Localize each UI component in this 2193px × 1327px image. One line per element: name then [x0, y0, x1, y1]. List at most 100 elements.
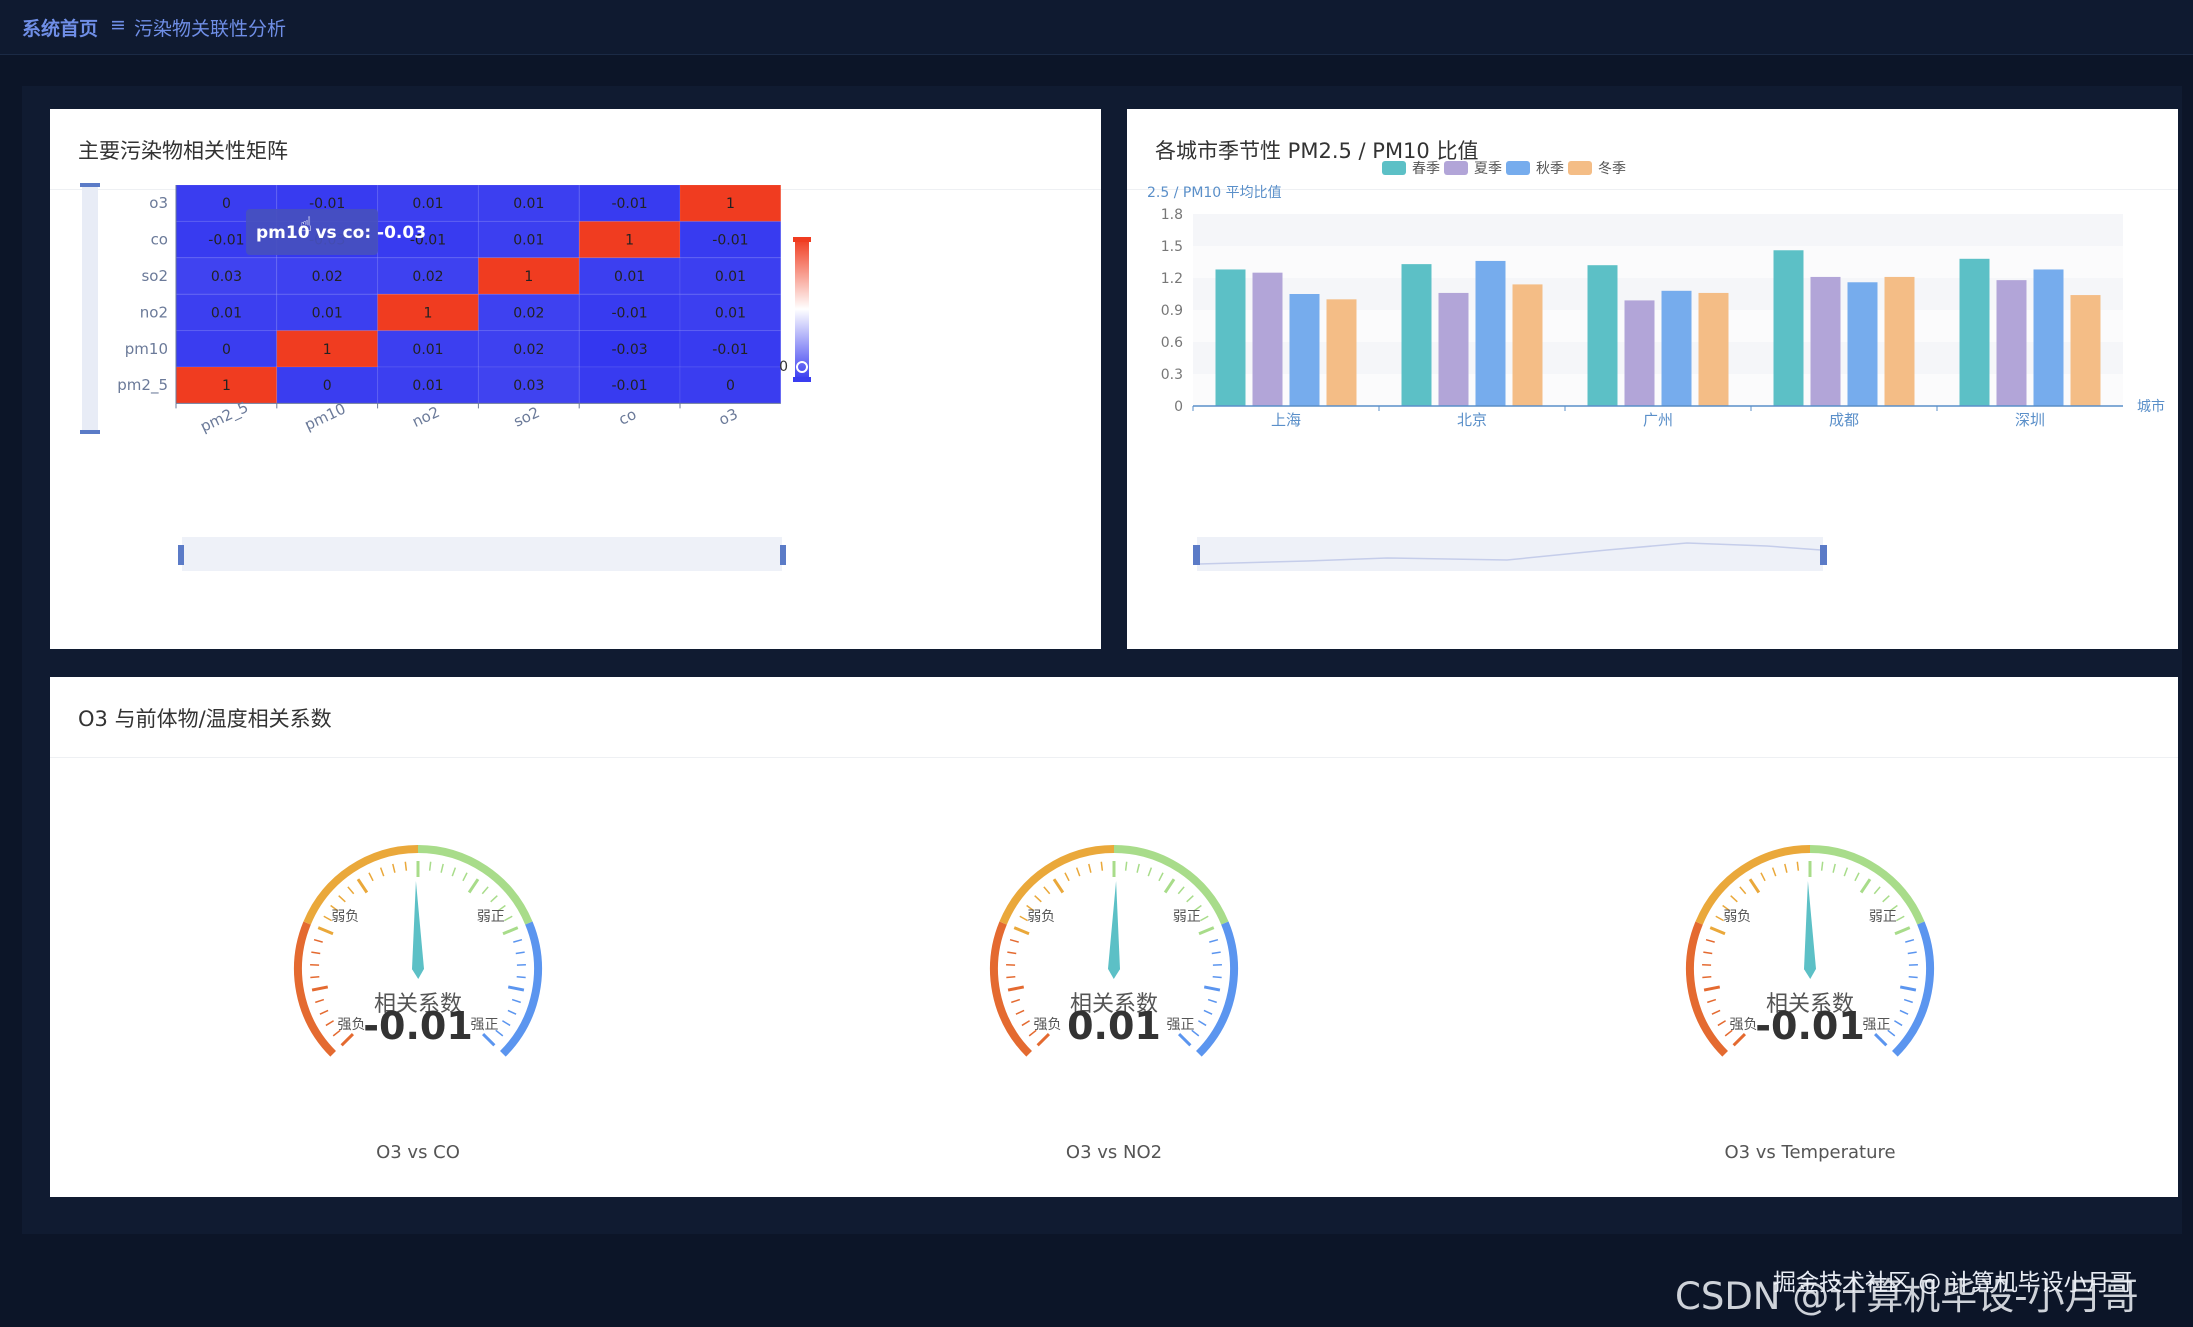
bar[interactable] [1661, 290, 1692, 406]
heatmap-x-label: co [616, 405, 639, 429]
bar[interactable] [1959, 258, 1990, 406]
bar[interactable] [1512, 284, 1543, 406]
bar-zoom-handle-left[interactable] [1193, 545, 1200, 565]
heatmap-cell[interactable] [679, 293, 782, 332]
heatmap-cell[interactable] [679, 257, 782, 295]
gauge-tick [1859, 878, 1872, 894]
bar[interactable] [1698, 292, 1729, 406]
bar-zoom-handle-right[interactable] [1820, 545, 1827, 565]
gauge-tick [495, 1029, 504, 1037]
heatmap-cell[interactable] [578, 366, 681, 404]
gauge-tick [1709, 926, 1726, 936]
gauge-zone-arc [1686, 921, 1728, 1057]
gauge-tick [515, 951, 525, 955]
heatmap-cell[interactable] [377, 330, 479, 368]
gauge-tick [513, 938, 523, 943]
bar[interactable] [1810, 276, 1841, 406]
bar[interactable] [1289, 294, 1320, 406]
legend-label[interactable]: 夏季 [1474, 161, 1502, 177]
bar[interactable] [1215, 269, 1246, 406]
bar[interactable] [1587, 265, 1618, 406]
bar-zoom-slider[interactable] [1197, 537, 1823, 571]
heatmap-cell[interactable] [276, 293, 379, 332]
gauge-tick [1198, 1020, 1207, 1027]
heatmap-cell[interactable] [377, 257, 479, 295]
heatmap-x-zoom-slider[interactable] [182, 537, 782, 571]
heatmap-cell-label: -0.01 [410, 233, 446, 249]
bar[interactable] [1326, 299, 1357, 406]
bar[interactable] [1773, 250, 1804, 406]
gauge-tick [507, 985, 525, 992]
heatmap-cell[interactable] [578, 184, 681, 222]
menu-icon[interactable]: ≡ [110, 14, 126, 36]
gauge-zone-label: 弱正 [1173, 909, 1201, 925]
x-zoom-handle-right[interactable] [780, 545, 786, 565]
gauge-zone-arc [1196, 921, 1238, 1057]
visual-map-handle-top[interactable] [793, 237, 811, 242]
visual-map-handle-bottom[interactable] [793, 377, 811, 382]
gauge-tick [497, 904, 506, 912]
y-zoom-handle-top[interactable] [80, 183, 100, 187]
heatmap-cell[interactable] [477, 220, 580, 259]
gauge-zone-label: 强负 [1729, 1017, 1757, 1033]
heatmap-y-zoom-slider[interactable] [82, 185, 98, 433]
heatmap-cell[interactable] [679, 220, 782, 259]
heatmap-cell[interactable] [175, 257, 278, 295]
bar[interactable] [1252, 272, 1283, 406]
legend-label[interactable]: 冬季 [1598, 161, 1626, 177]
legend-swatch[interactable] [1444, 161, 1468, 175]
heatmap-cell[interactable] [578, 330, 681, 368]
breadcrumb-home[interactable]: 系统首页 [22, 18, 99, 40]
bar[interactable] [1624, 300, 1655, 406]
bar-y-tick-label: 0.9 [1161, 303, 1183, 319]
gauge-tick [1177, 1032, 1192, 1047]
legend-swatch[interactable] [1568, 161, 1592, 175]
correlation-heatmap[interactable]: 0 -0.01 0.01 0.01 -0.01 1 -0.01 -0.03 -0.01 0.01 1… [50, 109, 1101, 649]
heatmap-cell-label: 0.01 [715, 305, 746, 321]
gauge-needle [1108, 881, 1120, 979]
legend-label[interactable]: 春季 [1412, 161, 1440, 177]
heatmap-cell[interactable] [578, 220, 681, 259]
y-zoom-handle-bottom[interactable] [80, 430, 100, 434]
heatmap-cell-label: 0 [323, 378, 332, 394]
gauge-tick [1177, 886, 1185, 895]
heatmap-cell[interactable] [477, 257, 580, 295]
heatmap-cell[interactable] [477, 184, 580, 222]
bar[interactable] [1401, 264, 1432, 406]
bar[interactable] [2070, 295, 2101, 406]
bar[interactable] [1884, 276, 1915, 406]
gauge-tick [310, 976, 320, 979]
season-ratio-bar-chart[interactable]: 春季 夏季 秋季 冬季 2.5 / PM10 平均比值 0 0.3 0.6 0.9 1.2 1.5 1… [1127, 109, 2178, 649]
bar[interactable] [1475, 260, 1506, 406]
heatmap-tooltip-text: pm10 vs co: -0.03 [256, 223, 426, 243]
gauge-tick [440, 863, 444, 873]
bar[interactable] [1996, 280, 2027, 406]
gauge-tick [1186, 895, 1194, 903]
heatmap-cell[interactable] [578, 293, 681, 332]
gauge-tick [507, 1009, 517, 1015]
bar-x-tick-label: 广州 [1643, 411, 1673, 429]
heatmap-cell[interactable] [175, 293, 278, 332]
heatmap-cell[interactable] [377, 293, 479, 332]
bar[interactable] [2033, 269, 2064, 406]
gauge-tick [1724, 1029, 1733, 1037]
heatmap-cell[interactable] [477, 293, 580, 332]
heatmap-cell-label: 0.01 [513, 196, 544, 212]
heatmap-cell[interactable] [377, 366, 479, 404]
bar[interactable] [1847, 282, 1878, 406]
heatmap-cell[interactable] [679, 366, 782, 404]
legend-label[interactable]: 秋季 [1536, 161, 1564, 177]
heatmap-cell[interactable] [578, 257, 681, 295]
x-zoom-handle-left[interactable] [178, 545, 184, 565]
legend-swatch[interactable] [1382, 161, 1406, 175]
heatmap-cell[interactable] [377, 184, 479, 222]
gauge-tick [1905, 938, 1915, 943]
gauge-tick [1887, 1029, 1896, 1037]
heatmap-visual-map[interactable] [795, 239, 809, 379]
heatmap-cell[interactable] [276, 257, 379, 295]
heatmap-y-label: pm2_5 [117, 376, 168, 395]
visual-map-indicator[interactable] [796, 361, 808, 373]
bar[interactable] [1438, 292, 1469, 406]
bar-x-tick-label: 上海 [1271, 411, 1301, 429]
legend-swatch[interactable] [1506, 161, 1530, 175]
